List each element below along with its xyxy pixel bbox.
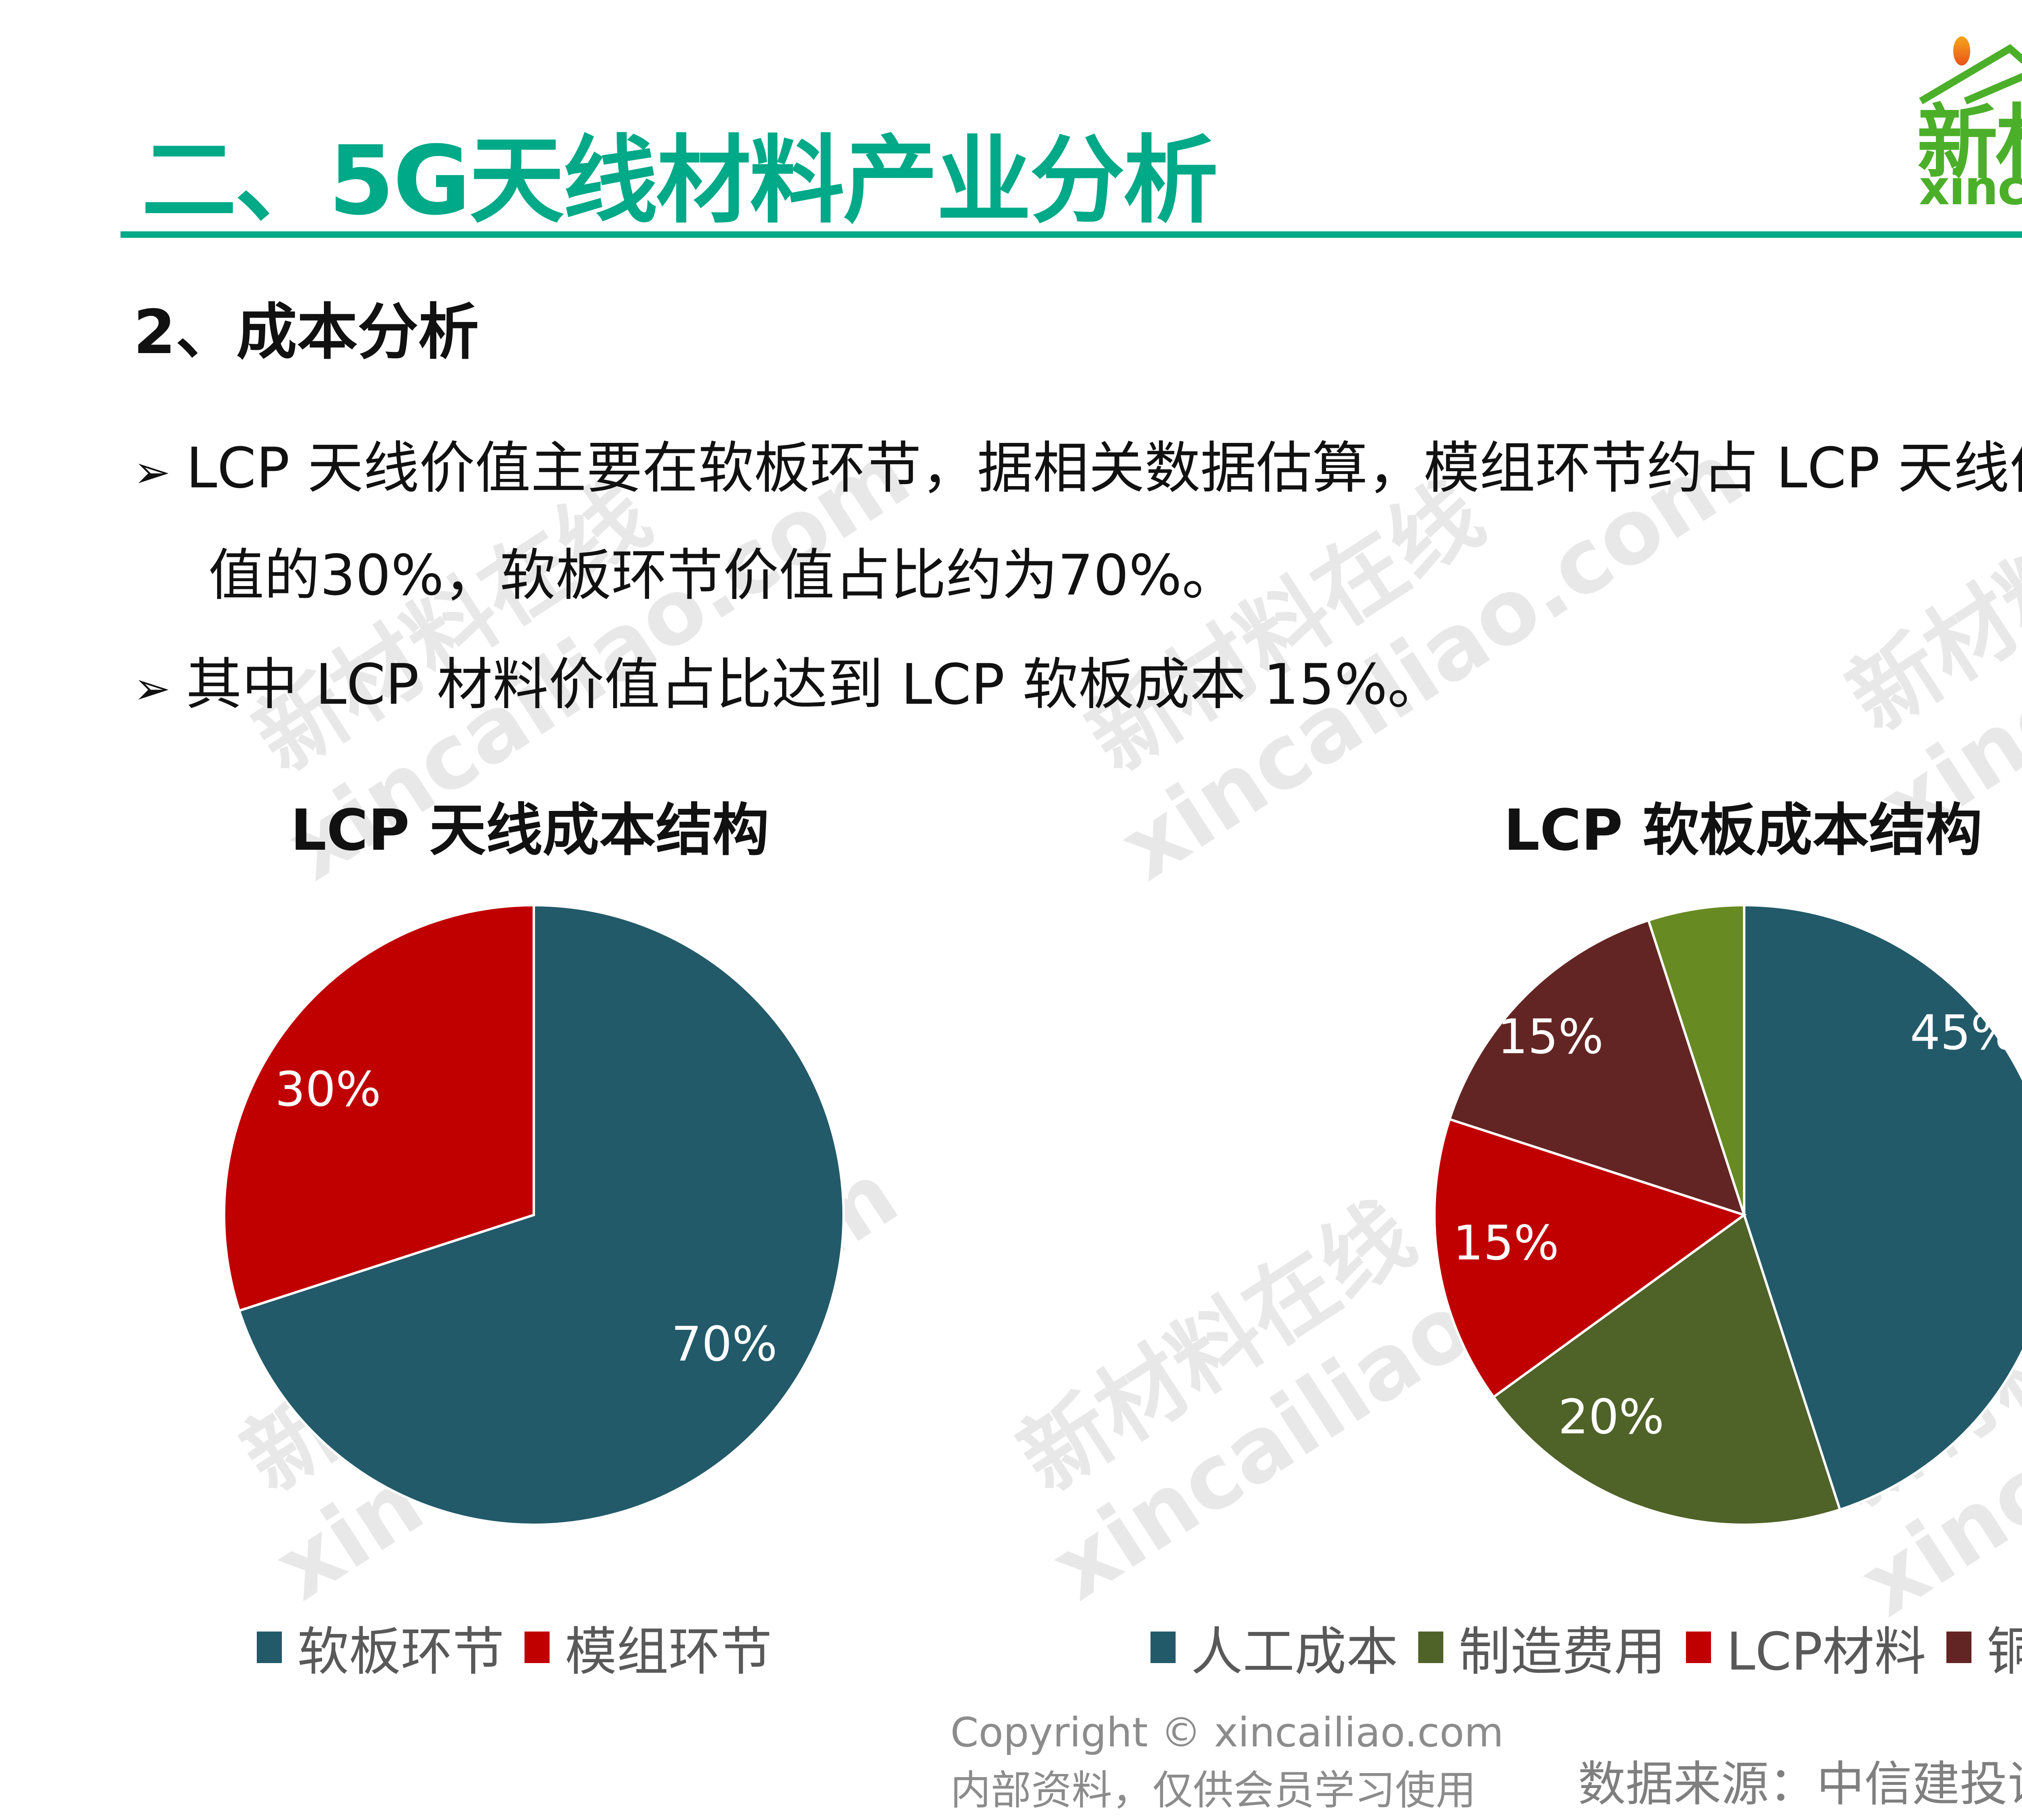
pie-chart-antenna: 70% 30%: [223, 904, 845, 1526]
pie-slice-lcp-material: [1433, 1117, 1747, 1399]
roof-icon: [1919, 44, 2022, 105]
legend-label: 铜箔: [1986, 1622, 2022, 1682]
arrow-bullet-icon: ➢: [133, 662, 171, 714]
pie-label: 70%: [671, 1316, 777, 1372]
sun-icon: [1953, 36, 1970, 66]
legend-swatch: [1946, 1631, 1971, 1663]
pie-label: 15%: [1453, 1215, 1559, 1271]
pie-slice-labor: [1743, 904, 2022, 1511]
chart-legend-softboard: 人工成本 制造费用 LCP材料 铜箔 其他: [1151, 1610, 2022, 1685]
legend-swatch: [525, 1631, 550, 1663]
pie-label: 15%: [1497, 1009, 1603, 1064]
pie-label: 45%: [1910, 1005, 2016, 1060]
bullet-text: LCP 天线价值主要在软板环节，据相关数据估算，模组环节约占 LCP 天线价: [186, 436, 2022, 501]
pie-label: 30%: [275, 1061, 381, 1117]
chart-legend-antenna: 软板环节 模组环节: [257, 1610, 792, 1685]
pie-chart-softboard: 45% 20% 15% 15%: [1433, 904, 2022, 1526]
legend-label: 制造费用: [1459, 1622, 1666, 1682]
chart-title-antenna: LCP 天线成本结构: [290, 798, 769, 863]
arrow-bullet-icon: ➢: [133, 446, 171, 498]
logo: 新材料在线 xincailiao.com: [1913, 32, 2022, 216]
legend-swatch: [1686, 1631, 1711, 1663]
pie-slice-other: [1647, 904, 1745, 1215]
page-title: 二、5G天线材料产业分析: [142, 126, 1218, 236]
pie-slice-soft-board: [237, 904, 845, 1526]
pie-slice-manufacturing: [1492, 1213, 1842, 1526]
header-divider: [121, 231, 2022, 238]
legend-swatch: [1151, 1631, 1176, 1663]
footer-copyright: Copyright © xincailiao.com: [950, 1709, 1504, 1756]
chart-title-softboard: LCP 软板成本结构: [1504, 798, 1982, 863]
legend-swatch: [1418, 1631, 1444, 1663]
legend-label: 软板环节: [297, 1622, 505, 1682]
bullet-item: ➢ LCP 天线价值主要在软板环节，据相关数据估算，模组环节约占 LCP 天线价: [133, 423, 2022, 504]
legend-swatch: [257, 1631, 282, 1663]
data-source: 数据来源：中信建投证券研究发展部: [1578, 1756, 2022, 1812]
pie-label: 20%: [1558, 1389, 1664, 1445]
legend-label: 模组环节: [565, 1622, 772, 1682]
logo-text-en: xincailiao.com: [1919, 160, 2022, 216]
bullet-text-continuation: 值的30%，软板环节价值占比约为70%。: [208, 543, 1238, 608]
bullet-text: 其中 LCP 材料价值占比达到 LCP 软板成本 15%。: [186, 652, 1443, 717]
legend-label: 人工成本: [1191, 1622, 1398, 1682]
logo-text-cn: 新材料在线: [1917, 96, 2022, 190]
legend-label: LCP材料: [1726, 1622, 1926, 1682]
section-subtitle: 2、成本分析: [133, 297, 479, 368]
pie-slice-copper-foil: [1448, 918, 1746, 1217]
bullet-item: ➢ 其中 LCP 材料价值占比达到 LCP 软板成本 15%。: [133, 639, 1443, 720]
pie-slice-module: [223, 904, 535, 1312]
footer-notice: 内部资料，仅供会员学习使用: [950, 1767, 1476, 1814]
